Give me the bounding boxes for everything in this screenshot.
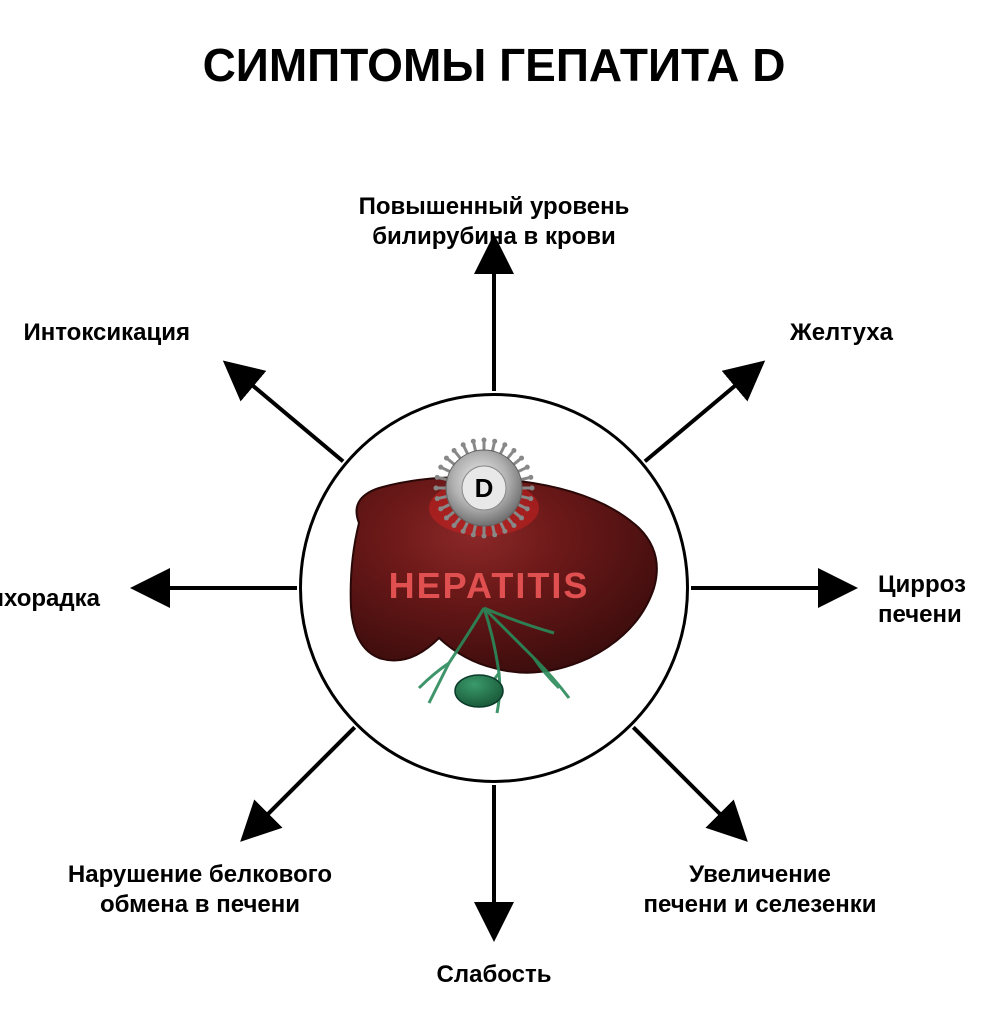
symptom-label-6: Лихорадка bbox=[0, 584, 100, 614]
page-title: СИМПТОМЫ ГЕПАТИТА D bbox=[0, 38, 988, 92]
symptom-label-2: Цирроз печени bbox=[878, 570, 966, 630]
liver-illustration: HEPATITIS D bbox=[319, 433, 679, 733]
symptom-label-0: Повышенный уровень билирубина в крови bbox=[294, 192, 694, 252]
virus-letter: D bbox=[475, 473, 494, 503]
hepatitis-text: HEPATITIS bbox=[389, 565, 590, 606]
arrow-line bbox=[243, 727, 355, 839]
symptom-label-7: Интоксикация bbox=[23, 318, 190, 348]
symptom-label-1: Желтуха bbox=[790, 318, 893, 348]
symptom-label-3: Увеличение печени и селезенки bbox=[560, 860, 960, 920]
arrow-line bbox=[633, 727, 745, 839]
symptom-label-5: Нарушение белкового обмена в печени bbox=[0, 860, 400, 920]
symptom-label-4: Слабость bbox=[294, 960, 694, 990]
gallbladder bbox=[455, 675, 503, 707]
